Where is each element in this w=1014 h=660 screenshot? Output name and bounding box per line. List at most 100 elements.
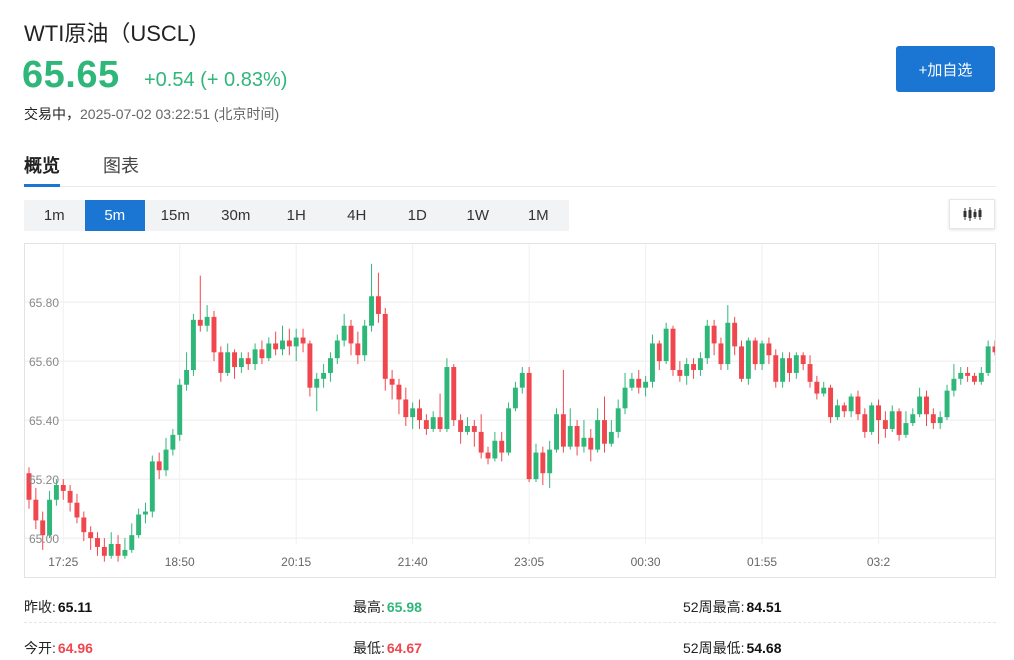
candle-body	[924, 396, 929, 415]
candle-body	[53, 485, 59, 500]
tab-overview[interactable]: 概览	[24, 152, 60, 187]
period-1mo[interactable]: 1M	[527, 207, 549, 224]
candle	[855, 390, 861, 421]
period-1w[interactable]: 1W	[466, 207, 490, 224]
candle-body	[759, 343, 765, 365]
candle-body	[773, 355, 779, 382]
candle	[67, 485, 73, 512]
candle-body	[355, 343, 361, 356]
candle	[471, 420, 477, 447]
candle-body	[95, 538, 100, 547]
candle-body	[369, 296, 375, 326]
candle-body	[327, 358, 333, 373]
add-watchlist-button[interactable]: +加自选	[896, 46, 995, 92]
candle	[266, 337, 272, 362]
candle	[33, 487, 39, 530]
last-price: 65.65	[22, 54, 120, 96]
candle-body	[108, 544, 114, 556]
period-1d[interactable]: 1D	[407, 207, 427, 224]
candle-body	[341, 325, 347, 341]
candle-body	[540, 452, 546, 474]
stat-label: 52周最高:	[683, 599, 745, 615]
candle	[718, 337, 724, 370]
candle	[677, 361, 683, 382]
candle-body	[190, 319, 196, 370]
candle	[745, 337, 751, 385]
candle-body	[136, 514, 142, 536]
price-change: +0.54 (+ 0.83%)	[144, 69, 288, 91]
candle-body	[204, 316, 210, 326]
candle-body	[348, 325, 354, 344]
candle	[554, 408, 559, 453]
candle-body	[560, 414, 566, 447]
candle-body	[958, 372, 964, 379]
tab-charts[interactable]: 图表	[103, 156, 139, 176]
candle-body	[245, 358, 251, 365]
candle-body	[622, 387, 628, 409]
candle-body	[800, 355, 806, 365]
period-30m[interactable]: 30m	[221, 207, 251, 224]
candle-body	[930, 414, 936, 424]
candle	[444, 358, 450, 432]
candle	[218, 346, 224, 382]
candle	[540, 446, 546, 486]
period-1m[interactable]: 1m	[43, 207, 65, 224]
candle-body	[745, 340, 751, 379]
candle	[375, 272, 381, 323]
candle	[889, 405, 895, 432]
candle	[362, 319, 368, 362]
candle	[828, 384, 834, 424]
candle	[115, 535, 121, 562]
candle	[143, 502, 148, 524]
candle-body	[649, 343, 655, 382]
candle	[615, 399, 621, 438]
candle	[245, 352, 251, 370]
candle	[204, 305, 210, 332]
candle	[136, 508, 142, 539]
period-1h[interactable]: 1H	[286, 207, 306, 224]
candlestick-chart: 65.80 65.60 65.40 65.20 65.00 17:25 18:50 20:15…	[25, 244, 995, 569]
candle	[156, 452, 162, 480]
candle	[910, 408, 916, 427]
candle-body	[375, 296, 381, 314]
candle	[725, 305, 731, 370]
candle-body	[512, 387, 518, 409]
candle	[81, 511, 87, 542]
price-chart[interactable]: 65.80 65.60 65.40 65.20 65.00 17:25 18:50 20:15…	[24, 243, 996, 578]
candle	[423, 414, 429, 435]
candle-body	[882, 420, 888, 429]
candle-body	[567, 426, 573, 447]
candle	[321, 364, 327, 388]
candle	[869, 402, 875, 435]
label-layer: 65.80 65.60 65.40 65.20 65.00 17:25 18:50 20:15…	[29, 296, 891, 569]
candle	[314, 372, 320, 412]
candle	[547, 440, 553, 488]
period-5m[interactable]: 5m	[84, 200, 145, 231]
candle	[773, 349, 779, 388]
candle-body	[862, 414, 868, 432]
candle-body	[417, 408, 422, 421]
candle	[170, 428, 176, 456]
candle-body	[944, 390, 950, 418]
candle-body	[471, 426, 477, 432]
candle	[924, 390, 929, 427]
period-15m[interactable]: 15m	[160, 207, 190, 224]
candle-body	[971, 375, 977, 382]
period-4h[interactable]: 4H	[347, 207, 367, 224]
stat-value: 64.96	[57, 640, 93, 656]
candle-body	[588, 437, 594, 450]
candle	[739, 340, 744, 382]
candle-body	[985, 346, 991, 373]
candle-body	[896, 411, 902, 435]
chart-type-button[interactable]	[949, 199, 995, 229]
candle-body	[554, 414, 559, 450]
candle	[238, 352, 244, 373]
candle-body	[793, 355, 799, 373]
candle	[108, 532, 114, 559]
candle	[327, 352, 333, 382]
candle-body	[88, 532, 94, 539]
x-tick-label: 17:25	[48, 555, 78, 569]
candle	[944, 384, 950, 421]
candle-body	[869, 405, 875, 432]
candle	[732, 316, 738, 356]
